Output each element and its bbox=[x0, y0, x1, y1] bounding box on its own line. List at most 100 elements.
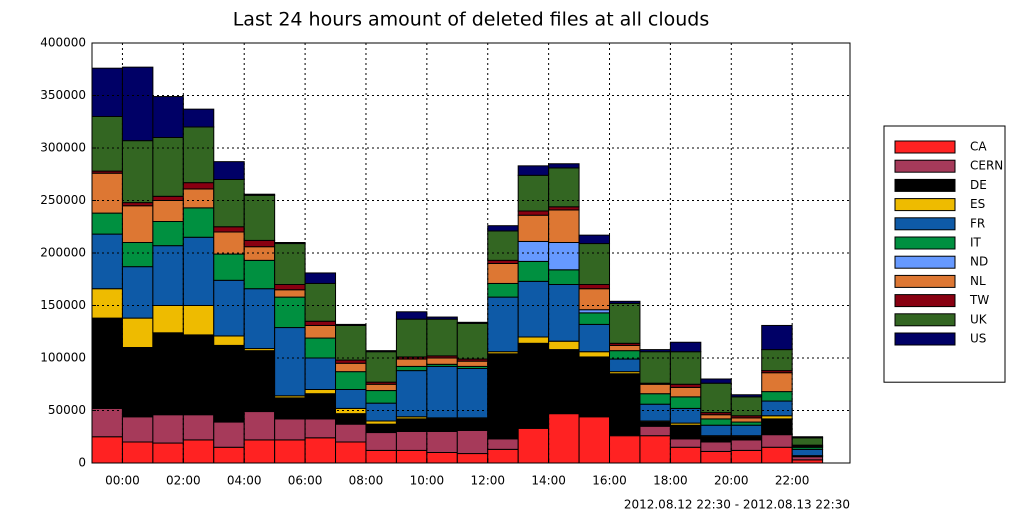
bar-segment bbox=[517, 260, 550, 282]
bar-segment bbox=[548, 269, 580, 285]
plot-frame bbox=[91, 42, 851, 464]
bar-segment bbox=[91, 436, 123, 464]
legend-swatch bbox=[894, 255, 956, 269]
bar-segment bbox=[152, 245, 184, 306]
bar-segment bbox=[335, 407, 367, 415]
bar-segment bbox=[213, 335, 245, 346]
bar-segment bbox=[243, 288, 276, 350]
bar-segment bbox=[548, 284, 580, 342]
chart-title: Last 24 hours amount of deleted files at… bbox=[233, 9, 710, 31]
bar-segment bbox=[669, 438, 702, 448]
x-tick-label: 16:00 bbox=[592, 474, 627, 488]
bar-segment bbox=[91, 317, 123, 409]
bar-segment bbox=[213, 161, 245, 180]
bar-segment bbox=[121, 242, 154, 268]
bar-segment bbox=[548, 242, 580, 271]
bar-segment bbox=[213, 446, 245, 464]
bar-segment bbox=[730, 394, 763, 398]
bar-segment bbox=[121, 205, 154, 243]
bar-segment bbox=[395, 318, 428, 358]
bar-segment bbox=[304, 272, 337, 284]
bar-segment bbox=[487, 438, 519, 450]
x-tick-label: 02:00 bbox=[166, 474, 201, 488]
bar-segment bbox=[487, 230, 519, 261]
bar-segment bbox=[456, 429, 489, 455]
bar-segment bbox=[761, 400, 793, 417]
bar-segment bbox=[548, 340, 580, 351]
bar-segment bbox=[487, 282, 519, 298]
bar-segment bbox=[335, 413, 367, 425]
bar-segment bbox=[517, 165, 550, 176]
bar-segment bbox=[121, 416, 154, 443]
legend-swatch bbox=[894, 313, 956, 327]
bar-segment bbox=[365, 383, 397, 392]
bar-segment bbox=[578, 284, 611, 290]
bar-segment bbox=[700, 378, 732, 384]
legend-swatch bbox=[894, 140, 956, 154]
bar-segment bbox=[274, 397, 306, 420]
bar-segment bbox=[182, 305, 215, 336]
bar-segment bbox=[121, 441, 154, 464]
bar-segment bbox=[304, 320, 337, 326]
bar-segment bbox=[243, 193, 276, 196]
bar-segment bbox=[182, 236, 215, 306]
bar-segment bbox=[456, 418, 489, 431]
bar-segment bbox=[669, 351, 702, 385]
bar-segment bbox=[700, 414, 732, 420]
bar-segment bbox=[730, 424, 763, 437]
bar-segment bbox=[152, 414, 184, 444]
bar-segment bbox=[487, 263, 519, 284]
bar-segment bbox=[213, 226, 245, 233]
bar-segment bbox=[700, 450, 732, 464]
x-tick-label: 14:00 bbox=[531, 474, 566, 488]
bar-segment bbox=[243, 246, 276, 261]
bar-segment bbox=[395, 358, 428, 367]
bar-segment bbox=[517, 240, 550, 262]
bar-segment bbox=[609, 435, 641, 464]
legend-label: NL bbox=[970, 274, 986, 288]
bar-segment bbox=[669, 446, 702, 464]
bar-segment bbox=[730, 417, 763, 423]
bar-segment bbox=[243, 439, 276, 464]
bar-segment bbox=[395, 431, 428, 451]
y-tick-label: 250000 bbox=[40, 193, 86, 207]
bar-segment bbox=[91, 212, 123, 235]
bar-segment bbox=[395, 311, 428, 320]
bar-segment bbox=[395, 370, 428, 418]
bar-segment bbox=[609, 373, 641, 436]
bar-segment bbox=[365, 423, 397, 434]
bar-segment bbox=[274, 327, 306, 397]
bar-segment bbox=[548, 209, 580, 243]
legend-swatch bbox=[894, 178, 956, 192]
legend-swatch bbox=[894, 332, 956, 346]
legend-label: UK bbox=[970, 312, 988, 326]
legend-label: ND bbox=[970, 255, 988, 269]
bar-segment bbox=[152, 442, 184, 464]
bar-segment bbox=[761, 446, 793, 464]
bar-segment bbox=[243, 350, 276, 413]
legend-swatch bbox=[894, 236, 956, 250]
bar-segment bbox=[304, 357, 337, 390]
x-tick-label: 18:00 bbox=[653, 474, 688, 488]
bar-segment bbox=[274, 284, 306, 291]
bar-segment bbox=[304, 282, 337, 322]
bar-segment bbox=[274, 289, 306, 298]
bar-segment bbox=[304, 337, 337, 359]
bar-segment bbox=[456, 368, 489, 419]
bar-segment bbox=[152, 200, 184, 222]
bar-segment bbox=[213, 253, 245, 281]
bar-segment bbox=[182, 439, 215, 464]
bar-segment bbox=[548, 163, 580, 169]
bar-segment bbox=[609, 358, 641, 373]
bar-segment bbox=[669, 424, 702, 440]
legend-swatch bbox=[894, 159, 956, 173]
bar-segment bbox=[335, 323, 367, 326]
bar-segment bbox=[182, 108, 215, 128]
bar-segment bbox=[730, 449, 763, 464]
bar-segment bbox=[700, 424, 732, 437]
bar-segment bbox=[182, 414, 215, 441]
bar-segment bbox=[274, 296, 306, 329]
bar-segment bbox=[639, 393, 671, 405]
bar-segment bbox=[578, 288, 611, 311]
